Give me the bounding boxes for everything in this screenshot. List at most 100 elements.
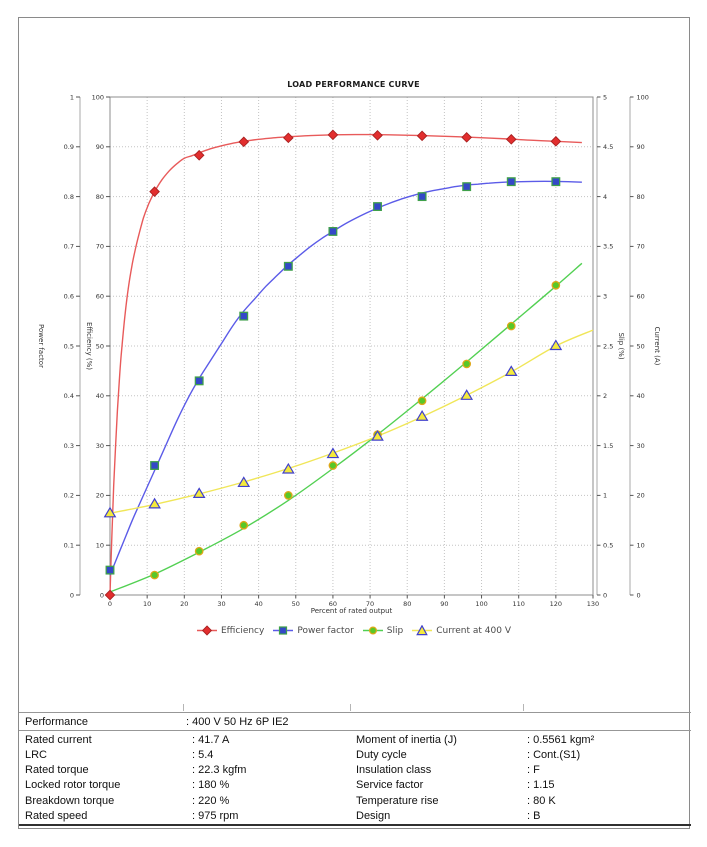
- svg-text:0.8: 0.8: [64, 193, 74, 201]
- svg-text:20: 20: [637, 492, 645, 500]
- table-cell: : F: [527, 764, 540, 777]
- table-cell: LRC: [25, 749, 48, 762]
- legend-item-slip: Slip: [362, 625, 403, 636]
- svg-text:1: 1: [603, 492, 607, 500]
- svg-text:110: 110: [512, 600, 524, 608]
- efficiency-marker-icon: [196, 625, 217, 636]
- power-factor-marker-icon: [273, 626, 294, 635]
- table-cell: : 975 rpm: [192, 809, 239, 822]
- chart-title: LOAD PERFORMANCE CURVE: [287, 80, 420, 89]
- svg-text:90: 90: [96, 143, 104, 151]
- svg-text:0.2: 0.2: [64, 492, 74, 500]
- svg-text:0: 0: [637, 591, 641, 599]
- svg-text:40: 40: [637, 392, 645, 400]
- current-at-400-v-points: [103, 339, 563, 518]
- svg-text:80: 80: [637, 193, 645, 201]
- efficiency-axis-label: Efficiency (%): [85, 321, 93, 371]
- svg-text:0.9: 0.9: [64, 143, 74, 151]
- svg-text:120: 120: [550, 600, 562, 608]
- svg-text:0.5: 0.5: [603, 542, 613, 550]
- gridlines: [110, 97, 593, 595]
- series-markers: [103, 129, 563, 601]
- table-cell: Rated current: [25, 734, 92, 746]
- table-cell: : 180 %: [192, 779, 230, 792]
- svg-text:0: 0: [70, 591, 74, 599]
- svg-text:60: 60: [96, 293, 104, 301]
- svg-text:50: 50: [292, 600, 300, 608]
- table-cell: : 220 %: [192, 794, 230, 807]
- table-cell: : 41.7 A: [192, 734, 230, 746]
- svg-text:2.5: 2.5: [603, 342, 613, 350]
- power-factor-points: [105, 177, 561, 575]
- table-cell: : 1.15: [527, 779, 555, 792]
- slip-marker-icon: [362, 626, 383, 635]
- table-cell: : Cont.(S1): [527, 749, 581, 762]
- svg-text:80: 80: [403, 600, 411, 608]
- svg-text:30: 30: [96, 442, 104, 450]
- load-performance-chart: 0 10 20 30 40 50 60 70 80 90 100 110 120 130010203040…: [64, 93, 649, 608]
- chart-legend: Efficiency Power factor Slip Current at …: [0, 625, 707, 636]
- svg-text:70: 70: [637, 243, 645, 251]
- performance-table: Performance : 400 V 50 Hz 6P IE2 Rated c…: [19, 704, 691, 826]
- table-cell: : 5.4: [192, 749, 214, 762]
- svg-text:30: 30: [637, 442, 645, 450]
- table-column-tick: [523, 704, 524, 711]
- legend-item-current: Current at 400 V: [411, 625, 511, 636]
- svg-text:1.5: 1.5: [603, 442, 613, 450]
- table-cell: : 22.3 kgfm: [192, 764, 247, 777]
- svg-text:0.3: 0.3: [64, 442, 74, 450]
- current-marker-icon: [412, 625, 433, 636]
- table-cell: Insulation class: [356, 764, 432, 777]
- svg-text:0.5: 0.5: [64, 342, 74, 350]
- svg-text:90: 90: [440, 600, 448, 608]
- svg-text:20: 20: [180, 600, 188, 608]
- svg-text:50: 50: [637, 342, 645, 350]
- slip-line: [109, 262, 583, 593]
- svg-text:1: 1: [70, 93, 74, 101]
- svg-text:80: 80: [96, 193, 104, 201]
- svg-text:100: 100: [637, 93, 649, 101]
- table-column-tick: [350, 704, 351, 711]
- slip-axis-label: Slip (%): [617, 332, 625, 360]
- svg-text:0.6: 0.6: [64, 293, 74, 301]
- svg-text:0.7: 0.7: [64, 243, 74, 251]
- svg-text:90: 90: [637, 143, 645, 151]
- table-cell: Locked rotor torque: [25, 779, 121, 792]
- series-lines: [109, 133, 594, 596]
- svg-text:4.5: 4.5: [603, 143, 613, 151]
- svg-text:10: 10: [143, 600, 151, 608]
- svg-text:0: 0: [603, 591, 607, 599]
- power-factor-line: [109, 180, 582, 576]
- table-cell: Design: [356, 809, 391, 822]
- current-at-400-v-line: [109, 329, 594, 514]
- svg-text:3.5: 3.5: [603, 243, 613, 251]
- table-cell: Duty cycle: [356, 749, 407, 762]
- svg-text:0: 0: [108, 600, 112, 608]
- svg-text:3: 3: [603, 293, 607, 301]
- table-cell: Rated torque: [25, 764, 89, 777]
- svg-text:20: 20: [96, 492, 104, 500]
- table-cell: Service factor: [356, 779, 424, 792]
- slip-points: [150, 280, 561, 580]
- svg-text:50: 50: [96, 342, 104, 350]
- svg-text:40: 40: [96, 392, 104, 400]
- svg-text:4: 4: [603, 193, 607, 201]
- table-body: Rated current : 41.7 A Moment of inertia…: [19, 731, 691, 826]
- svg-text:0.1: 0.1: [64, 542, 74, 550]
- table-cell: Temperature rise: [356, 794, 439, 807]
- svg-text:60: 60: [637, 293, 645, 301]
- svg-text:10: 10: [96, 542, 104, 550]
- svg-text:40: 40: [254, 600, 262, 608]
- table-cell: : 0.5561 kgm²: [527, 734, 595, 746]
- svg-text:0.4: 0.4: [64, 392, 74, 400]
- x-axis-title: Percent of rated output: [310, 607, 393, 615]
- table-cell: Rated speed: [25, 809, 88, 822]
- table-cell: : 80 K: [527, 794, 556, 807]
- axes: 0 10 20 30 40 50 60 70 80 90 100 110 120 130010203040…: [64, 93, 649, 608]
- svg-text:0: 0: [100, 591, 104, 599]
- svg-text:70: 70: [366, 600, 374, 608]
- performance-label: Performance: [25, 715, 88, 728]
- table-cell: Breakdown torque: [25, 794, 115, 807]
- svg-text:130: 130: [587, 600, 599, 608]
